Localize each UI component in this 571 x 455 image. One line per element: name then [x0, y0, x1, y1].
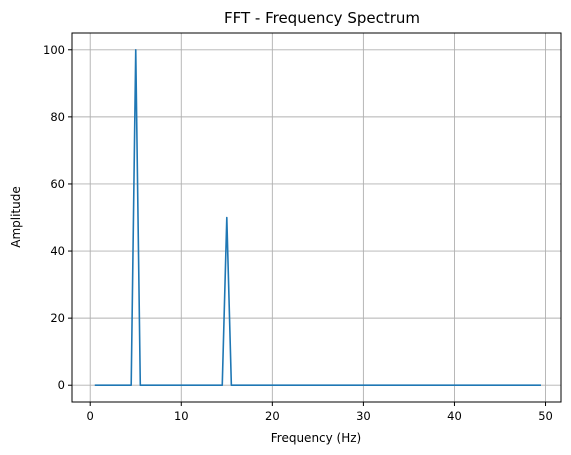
y-axis-label: Amplitude	[9, 186, 23, 248]
y-tick-label: 0	[58, 378, 65, 392]
spectrum-line	[94, 48, 541, 387]
plot-frame	[71, 32, 562, 403]
y-tick-label: 60	[50, 177, 65, 191]
x-axis-ticks: 0 10 20 30 40 50	[87, 402, 553, 423]
x-tick-label: 40	[447, 409, 462, 423]
series-layer	[94, 48, 541, 387]
y-tick-label: 100	[43, 43, 65, 57]
x-tick-label: 0	[87, 409, 94, 423]
y-tick-label: 80	[50, 110, 65, 124]
x-tick-label: 20	[265, 409, 280, 423]
y-tick-label: 40	[50, 244, 65, 258]
y-axis-ticks: 0 20 40 60 80 100	[43, 43, 72, 392]
grid	[72, 33, 561, 402]
chart-title: FFT - Frequency Spectrum	[224, 9, 420, 27]
x-tick-label: 30	[356, 409, 371, 423]
x-tick-label: 50	[538, 409, 553, 423]
x-tick-label: 10	[174, 409, 189, 423]
y-tick-label: 20	[50, 311, 65, 325]
x-axis-label: Frequency (Hz)	[271, 431, 362, 445]
